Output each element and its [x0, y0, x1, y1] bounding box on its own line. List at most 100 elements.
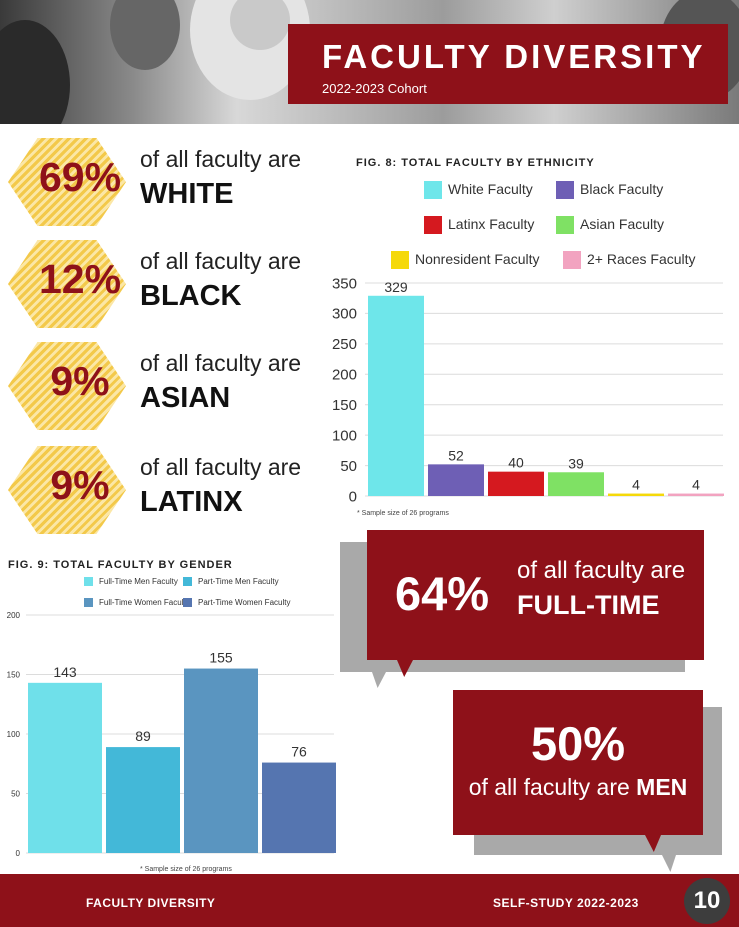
- y-tick-label: 200: [7, 611, 21, 620]
- y-tick-label: 150: [332, 397, 357, 414]
- bar: [548, 472, 604, 496]
- bar: [28, 682, 102, 853]
- callout-men: 50% of all faculty are MEN: [453, 690, 703, 835]
- stat-asian: 9% of all faculty are ASIAN: [0, 342, 330, 432]
- y-tick-label: 100: [7, 730, 21, 739]
- callout-shadow-tail: [372, 672, 386, 688]
- bar: [608, 493, 664, 496]
- y-tick-label: 250: [332, 336, 357, 353]
- legend-label: Asian Faculty: [580, 216, 665, 232]
- stat-text: of all faculty are: [140, 454, 302, 480]
- stat-percent: 12%: [38, 256, 122, 302]
- callout-fulltime: 64% of all faculty are FULL-TIME: [367, 530, 704, 660]
- legend-swatch: [183, 598, 192, 608]
- y-tick-label: 100: [332, 427, 357, 444]
- stat-label: BLACK: [140, 280, 242, 312]
- callout-text: of all faculty are MEN: [453, 774, 703, 801]
- legend-item: Full-Time Women Faculty: [84, 598, 190, 608]
- legend-item: 2+ Races Faculty: [563, 251, 696, 270]
- legend-swatch: [183, 577, 192, 587]
- stat-percent: 9%: [50, 462, 110, 508]
- legend-swatch: [391, 251, 409, 270]
- footer-report: SELF-STUDY 2022-2023: [493, 896, 639, 910]
- stat-text: of all faculty are: [140, 248, 302, 274]
- legend-swatch: [563, 251, 581, 270]
- data-label: 89: [135, 728, 151, 744]
- legend-label: Part-Time Women Faculty: [198, 598, 291, 607]
- callout-shadow-tail: [662, 855, 676, 872]
- y-tick-label: 0: [349, 488, 357, 505]
- stat-percent: 9%: [50, 358, 110, 404]
- fig9-note: * Sample size of 26 programs: [140, 866, 232, 873]
- data-label: 329: [384, 279, 408, 295]
- legend-label: 2+ Races Faculty: [587, 251, 696, 267]
- bar: [184, 668, 258, 853]
- legend-item: Part-Time Women Faculty: [183, 598, 291, 608]
- data-label: 52: [448, 447, 464, 463]
- fig9-title: FIG. 9: TOTAL FACULTY BY GENDER: [8, 559, 233, 571]
- y-tick-label: 300: [332, 306, 357, 323]
- y-tick-label: 150: [7, 670, 21, 679]
- title-banner: FACULTY DIVERSITY 2022-2023 Cohort: [288, 24, 728, 104]
- bar: [428, 464, 484, 496]
- data-label: 143: [53, 664, 77, 680]
- stat-black: 12% of all faculty are BLACK: [0, 240, 330, 330]
- bar: [262, 762, 336, 853]
- legend-swatch: [84, 577, 93, 587]
- bar: [668, 493, 724, 496]
- legend-swatch: [556, 181, 574, 200]
- stat-label: WHITE: [140, 178, 234, 210]
- callout-text-plain: of all faculty are: [468, 774, 630, 800]
- stat-text: of all faculty are: [140, 350, 302, 376]
- legend-swatch: [84, 598, 93, 608]
- legend-item: Asian Faculty: [556, 216, 665, 235]
- y-tick-label: 50: [340, 458, 357, 475]
- y-tick-label: 0: [16, 849, 21, 858]
- bar: [488, 471, 544, 496]
- stat-text: of all faculty are: [140, 146, 302, 172]
- legend-swatch: [424, 181, 442, 200]
- callout-percent: 50%: [530, 717, 626, 770]
- footer-title: FACULTY DIVERSITY: [86, 896, 216, 910]
- data-label: 39: [568, 455, 584, 471]
- stat-white: 69% of all faculty are WHITE: [0, 138, 330, 228]
- fig8-title: FIG. 8: TOTAL FACULTY BY ETHNICITY: [356, 157, 595, 169]
- legend-item: White Faculty: [424, 181, 533, 200]
- stat-label: LATINX: [140, 486, 243, 518]
- legend-label: Full-Time Men Faculty: [99, 577, 178, 586]
- stat-label: ASIAN: [140, 382, 231, 414]
- data-label: 155: [209, 650, 233, 666]
- footer: FACULTY DIVERSITY SELF-STUDY 2022-2023 1…: [0, 874, 739, 927]
- legend-item: Latinx Faculty: [424, 216, 535, 235]
- legend-item: Black Faculty: [556, 181, 664, 200]
- stat-latinx: 9% of all faculty are LATINX: [0, 446, 330, 536]
- legend-label: Nonresident Faculty: [415, 251, 540, 267]
- fig9-chart: 0 50 100 150 200 143 89 155 76: [7, 611, 336, 858]
- legend-label: Part-Time Men Faculty: [198, 577, 279, 586]
- callout-text: of all faculty are: [517, 557, 686, 584]
- hexagon-icon: [8, 138, 126, 226]
- bar: [368, 295, 424, 496]
- data-label: 76: [291, 744, 307, 760]
- data-label: 4: [632, 477, 640, 493]
- legend-item: Full-Time Men Faculty: [84, 577, 178, 587]
- legend-label: Latinx Faculty: [448, 216, 535, 232]
- legend-item: Part-Time Men Faculty: [183, 577, 279, 587]
- callout-label: FULL-TIME: [517, 590, 660, 620]
- y-tick-label: 350: [332, 275, 357, 292]
- fig8-note: * Sample size of 26 programs: [357, 510, 449, 517]
- callout-label: MEN: [636, 774, 688, 800]
- y-tick-label: 50: [11, 789, 20, 798]
- callout-percent: 64%: [395, 567, 490, 620]
- fig8-chart: 0 50 100 150 200 250 300 350 329 52 40 39 4 4: [332, 275, 724, 505]
- data-label: 40: [508, 455, 524, 471]
- y-tick-label: 200: [332, 367, 357, 384]
- page-title: FACULTY DIVERSITY: [322, 38, 706, 75]
- bar: [106, 747, 180, 853]
- legend-swatch: [556, 216, 574, 235]
- data-label: 4: [692, 477, 700, 493]
- legend-label: Full-Time Women Faculty: [99, 598, 190, 607]
- legend-label: White Faculty: [448, 181, 533, 197]
- legend-swatch: [424, 216, 442, 235]
- legend-label: Black Faculty: [580, 181, 664, 197]
